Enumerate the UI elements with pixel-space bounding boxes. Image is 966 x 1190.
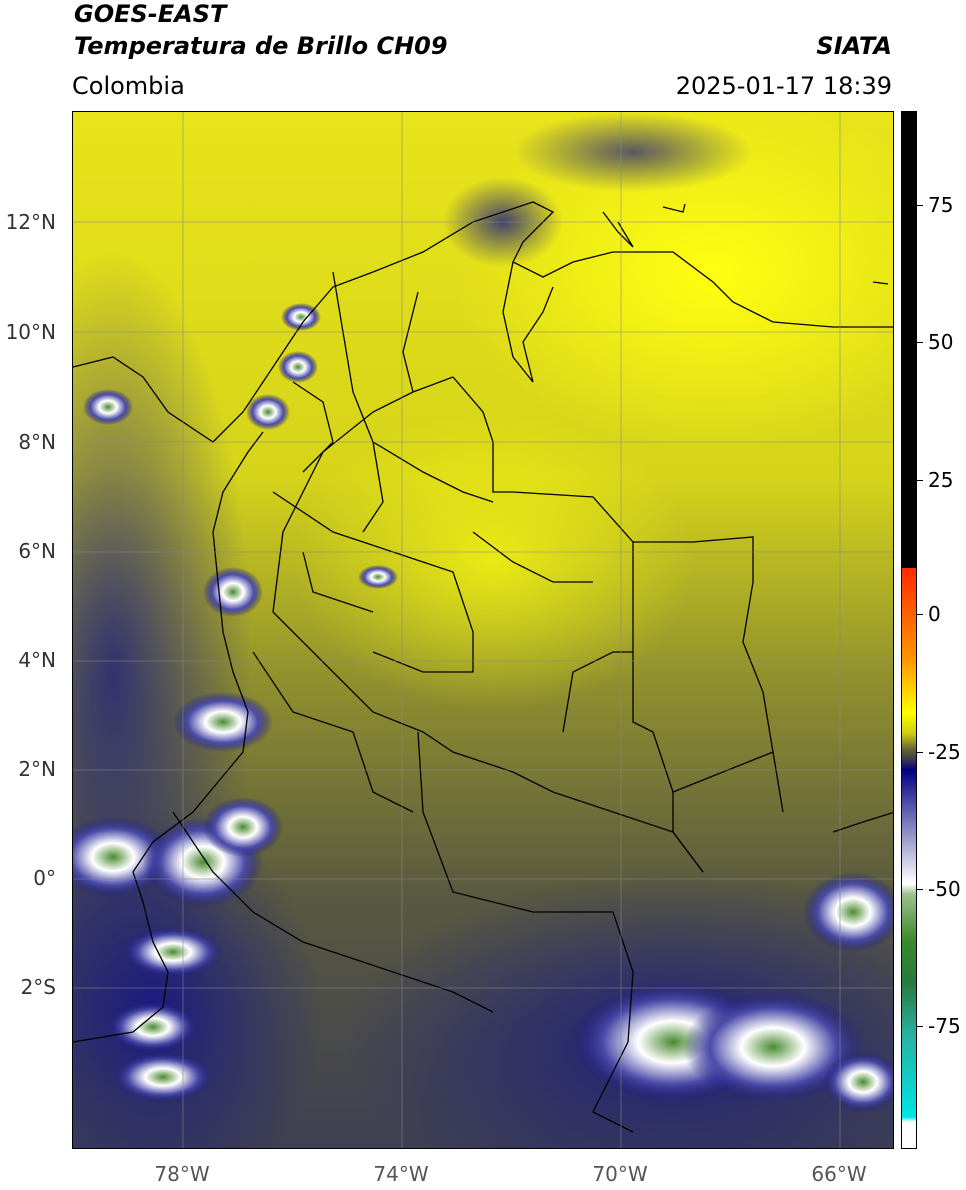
lat-label: 12°N (5, 210, 56, 234)
pacific-coastline (73, 431, 264, 1043)
convective-cloud (683, 992, 863, 1102)
department-line (252, 651, 414, 813)
lon-label: 70°W (592, 1162, 648, 1186)
colorbar-tick (917, 342, 923, 343)
venezuela-border (452, 376, 704, 873)
convective-cloud (108, 1002, 198, 1052)
department-line (472, 531, 593, 583)
maracaibo-lake (502, 261, 554, 383)
brazil-border (417, 731, 634, 1133)
convective-cloud (358, 565, 398, 589)
convective-cloud (281, 303, 321, 331)
colorbar-label: 75 (928, 193, 954, 217)
graticule (73, 112, 893, 1148)
island-outline (872, 281, 889, 285)
clear-sky-region (293, 412, 693, 712)
convective-cloud (278, 351, 318, 383)
lat-label: 2°S (20, 975, 56, 999)
satellite-title: GOES-EAST (74, 0, 227, 28)
brightness-temperature-map (72, 111, 894, 1149)
convective-cloud (83, 389, 133, 425)
department-line (562, 651, 633, 733)
lon-label: 78°W (154, 1162, 210, 1186)
convective-cloud (123, 927, 223, 977)
convective-cloud (246, 394, 290, 430)
datetime-label: 2025-01-17 18:39 (675, 72, 892, 100)
convective-cloud (113, 1052, 213, 1102)
organization-label: SIATA (816, 32, 892, 60)
convective-cloud (803, 872, 893, 952)
colorbar-tick (917, 205, 923, 206)
department-line (832, 811, 893, 833)
colorbar-label: 0 (928, 602, 941, 626)
colorbar (901, 111, 917, 1149)
island-outline (662, 203, 686, 213)
lat-label: 0° (33, 866, 56, 890)
lat-label: 4°N (18, 648, 56, 672)
department-line (362, 441, 384, 533)
lon-label: 74°W (373, 1162, 429, 1186)
colorbar-tick (917, 889, 923, 890)
department-line (402, 291, 419, 393)
department-line (672, 751, 774, 793)
colorbar-tick (917, 1026, 923, 1027)
map-canvas (73, 112, 893, 1148)
lat-label: 6°N (18, 539, 56, 563)
region-label: Colombia (72, 72, 185, 100)
convective-cloud (203, 567, 263, 617)
convective-cloud (823, 1052, 893, 1112)
colorbar-label: -25 (928, 740, 961, 764)
department-line (292, 381, 334, 473)
colorbar-label: 50 (928, 330, 954, 354)
colorbar-label: 25 (928, 468, 954, 492)
colorbar-label: -75 (928, 1014, 961, 1038)
lon-label: 66°W (811, 1162, 867, 1186)
cold-cloud-region (513, 112, 753, 192)
colorbar-tick (917, 752, 923, 753)
convective-cloud (173, 692, 273, 752)
clear-sky-region (453, 112, 893, 452)
department-line (302, 551, 374, 613)
colorbar-label: -50 (928, 877, 961, 901)
convective-cloud (203, 797, 283, 857)
peru-ecuador-border (272, 611, 704, 873)
lat-label: 2°N (18, 757, 56, 781)
lat-label: 10°N (5, 320, 56, 344)
product-title: Temperatura de Brillo CH09 (74, 32, 448, 60)
venezuela-border (633, 536, 784, 813)
colorbar-tick (917, 480, 923, 481)
lat-label: 8°N (18, 430, 56, 454)
colorbar-tick (917, 614, 923, 615)
department-line (272, 491, 474, 673)
